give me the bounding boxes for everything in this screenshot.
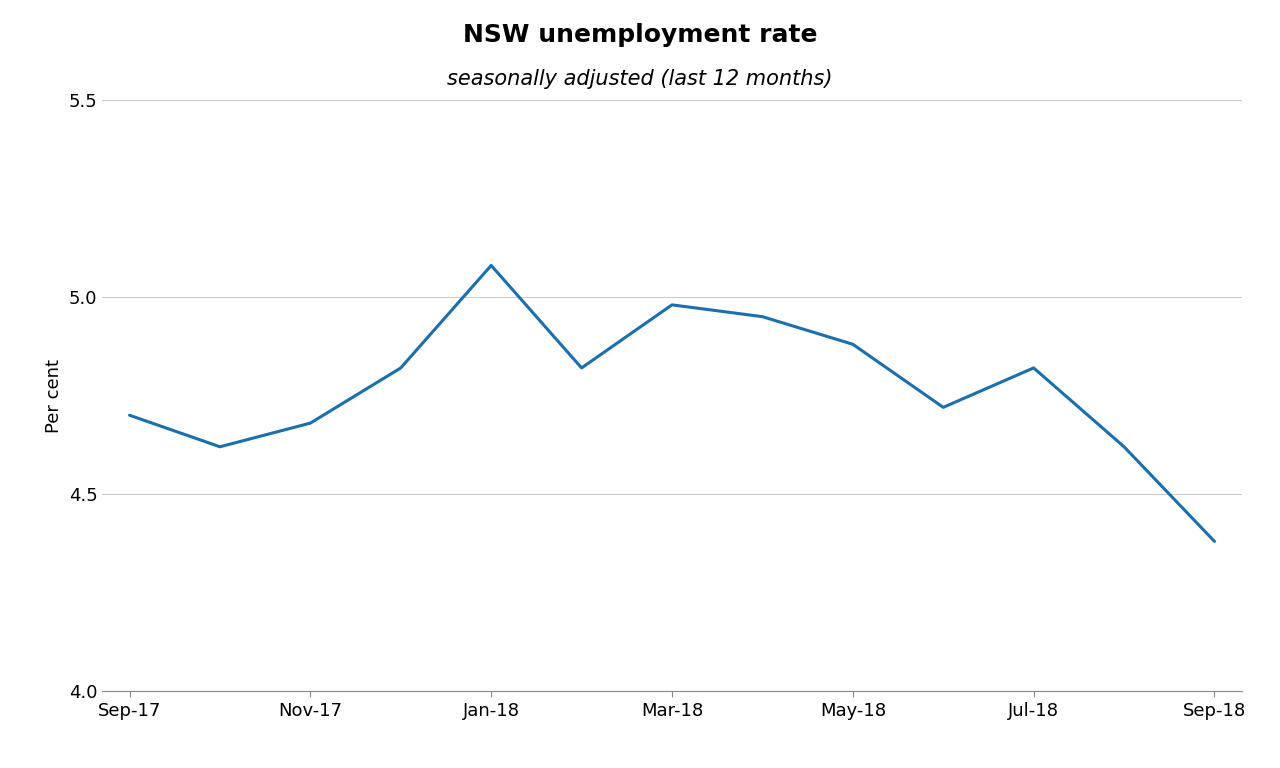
Y-axis label: Per cent: Per cent <box>45 359 63 432</box>
Text: NSW unemployment rate: NSW unemployment rate <box>463 23 817 47</box>
Text: seasonally adjusted (last 12 months): seasonally adjusted (last 12 months) <box>447 69 833 89</box>
